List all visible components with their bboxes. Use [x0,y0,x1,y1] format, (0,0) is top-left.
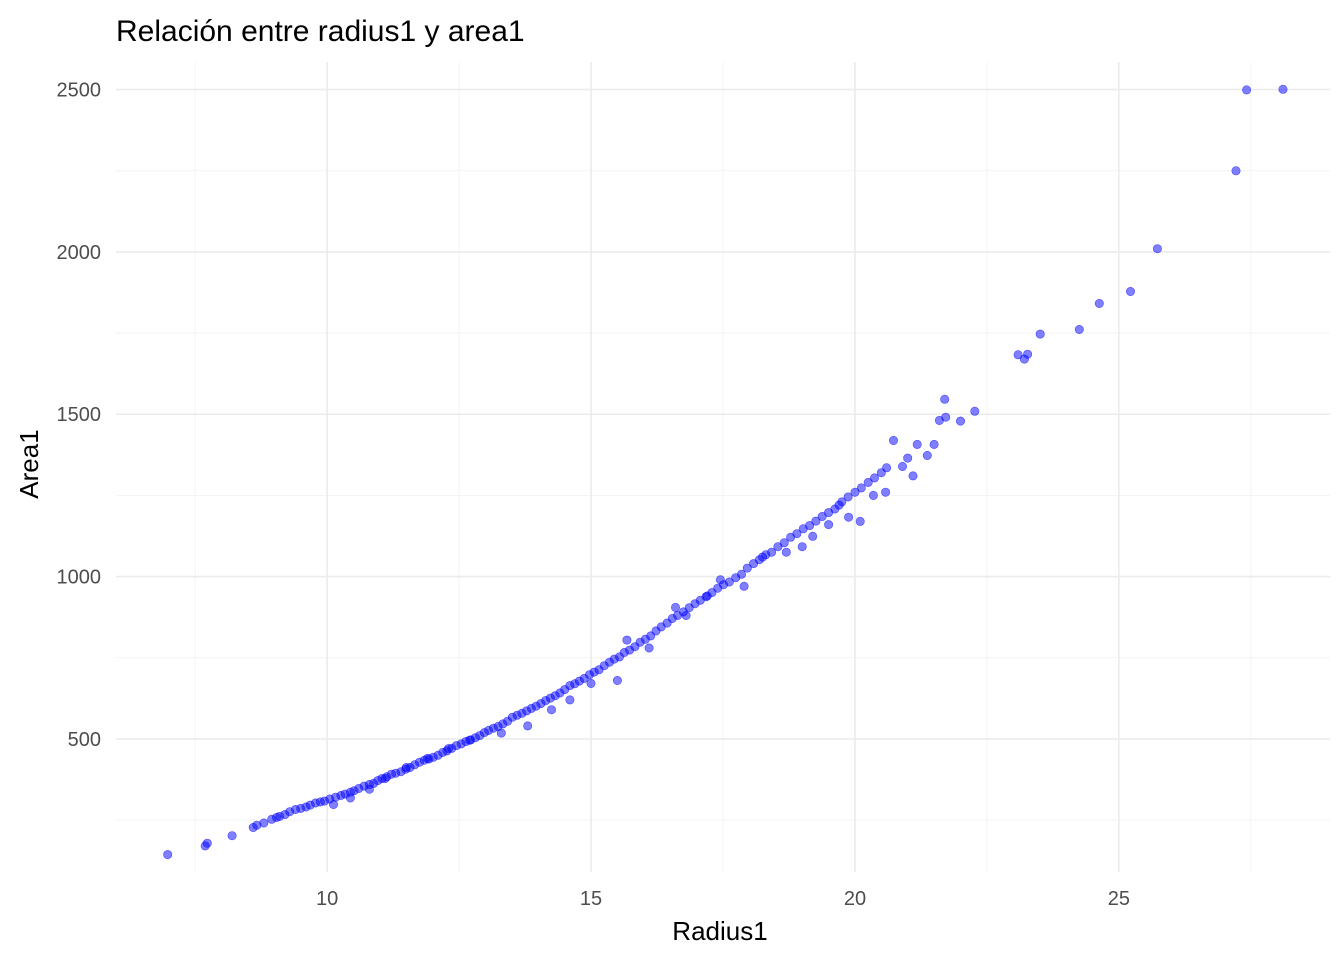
data-point [364,784,374,794]
data-point [1152,244,1162,254]
data-point [523,721,533,731]
data-point [834,500,844,510]
data-point [724,577,734,587]
data-point [922,450,932,460]
data-point [202,838,212,848]
y-axis-title: Area1 [14,429,44,498]
data-point [843,492,853,502]
data-point [855,516,865,526]
data-points [163,84,1288,860]
data-point [496,728,506,738]
data-point [565,695,575,705]
data-point [929,439,939,449]
data-point [805,521,815,531]
data-point [941,412,951,422]
data-point [903,453,913,463]
data-point [702,591,712,601]
data-point [163,850,173,860]
data-point [881,487,891,497]
data-point [644,643,654,653]
data-point [1094,298,1104,308]
data-point [1074,324,1084,334]
y-tick-label: 2000 [57,242,102,264]
data-point [1013,350,1023,360]
minor-gridlines-y [116,170,1330,821]
y-axis-tick-labels: 500 1000 1500 2000 2500 [57,80,102,751]
data-point [670,602,680,612]
data-point [546,705,556,715]
data-point [844,512,854,522]
data-point [797,542,807,552]
y-tick-label: 2500 [57,80,102,102]
data-point [908,471,918,481]
data-point [736,569,746,579]
data-point [955,416,965,426]
data-point [882,463,892,473]
data-point [345,793,355,803]
minor-gridlines-x [194,62,1252,872]
data-point [792,529,802,539]
data-point [1231,166,1241,176]
data-point [850,487,860,497]
y-tick-label: 1000 [57,567,102,589]
chart-title: Relación entre radius1 y area1 [116,15,525,48]
x-tick-label: 25 [1108,888,1130,910]
data-point [863,477,873,487]
data-point [1278,84,1288,94]
x-tick-label: 15 [580,888,602,910]
x-tick-label: 10 [316,888,338,910]
data-point [1035,329,1045,339]
data-point [328,799,338,809]
data-point [422,753,432,763]
data-point [380,773,390,783]
data-point [808,531,818,541]
data-point [940,394,950,404]
x-axis-title: Radius1 [672,916,767,946]
data-point [970,406,980,416]
data-point [612,675,622,685]
data-point [681,610,691,620]
data-point [779,538,789,548]
data-point [401,762,411,772]
data-point [586,678,596,688]
data-point [781,547,791,557]
data-point [767,547,777,557]
y-tick-label: 1500 [57,404,102,426]
data-point [868,490,878,500]
data-point [888,435,898,445]
x-axis-tick-labels: 10 15 20 25 [316,888,1130,910]
data-point [742,563,752,573]
data-point [739,581,749,591]
data-point [897,461,907,471]
data-point [856,483,866,493]
data-point [227,831,237,841]
data-point [259,818,269,828]
data-point [715,575,725,585]
major-gridlines-x [326,62,1120,872]
data-point [869,473,879,483]
data-point [1023,349,1033,359]
data-point [811,516,821,526]
data-point [465,735,475,745]
data-point [1242,85,1252,95]
y-tick-label: 500 [68,729,101,751]
data-point [912,439,922,449]
data-point [1126,286,1136,296]
data-point [758,552,768,562]
x-tick-label: 20 [844,888,866,910]
data-point [622,635,632,645]
data-point [824,520,834,530]
data-point [443,744,453,754]
